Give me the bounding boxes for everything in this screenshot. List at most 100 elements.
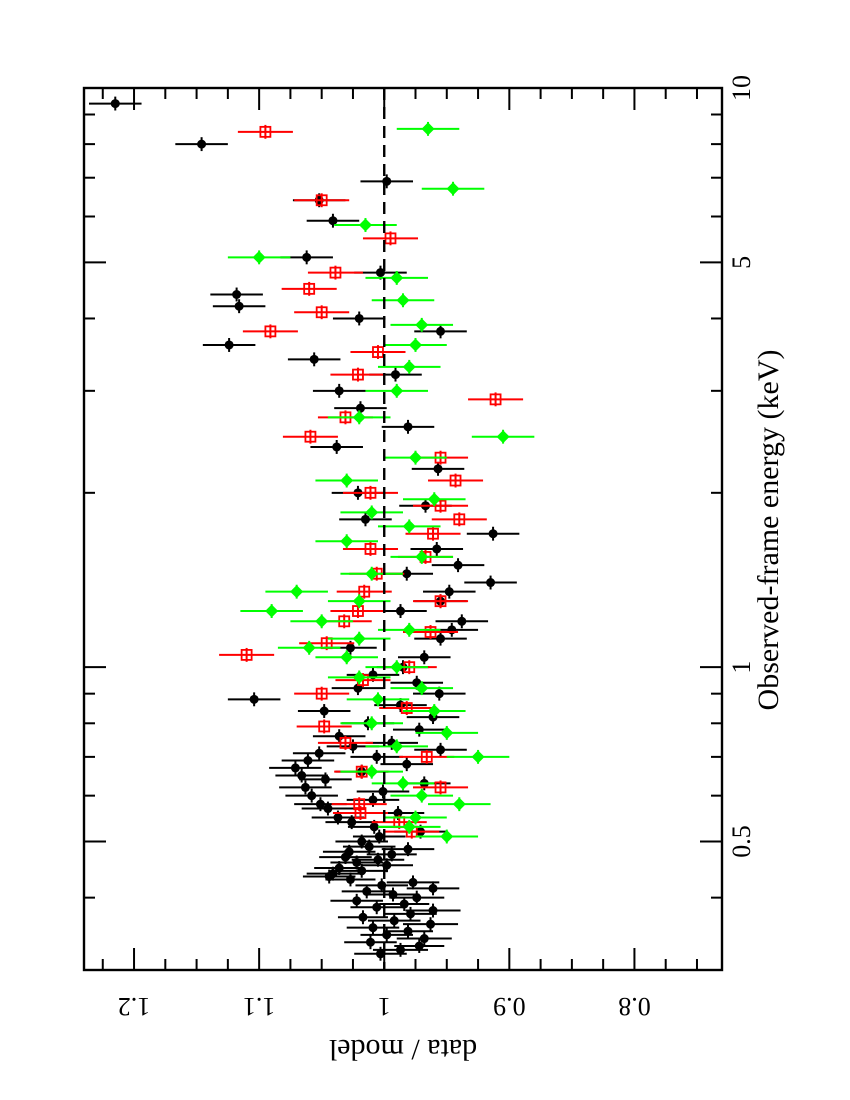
data-point <box>375 268 385 278</box>
data-point <box>409 811 423 825</box>
data-point <box>396 293 410 307</box>
data-point <box>315 614 329 628</box>
y-axis-label: data / model <box>329 1033 477 1066</box>
data-point <box>420 750 433 763</box>
data-point <box>354 313 364 323</box>
data-point <box>323 804 333 814</box>
y-tick-label: 0.9 <box>493 992 526 1021</box>
data-point <box>329 266 342 279</box>
data-point <box>259 125 272 138</box>
data-point <box>365 567 379 581</box>
data-point <box>449 474 462 487</box>
data-point <box>428 906 438 916</box>
data-point <box>368 795 378 805</box>
data-point <box>372 902 382 912</box>
data-point <box>409 451 423 465</box>
data-point <box>428 883 438 893</box>
data-point <box>406 909 416 919</box>
data-point <box>372 752 382 762</box>
data-point <box>427 704 441 718</box>
data-point <box>353 798 366 811</box>
data-point <box>315 687 328 700</box>
data-point <box>384 232 397 245</box>
data-point <box>486 578 496 588</box>
data-point <box>334 863 344 873</box>
data-point <box>318 720 331 733</box>
data-point <box>110 99 120 109</box>
data-point <box>488 529 498 539</box>
y-tick-label: 1 <box>378 992 391 1021</box>
data-point <box>265 604 279 618</box>
data-point <box>453 560 463 570</box>
data-point <box>402 569 412 579</box>
data-point <box>334 731 344 741</box>
y-tick-label: 0.8 <box>618 992 651 1021</box>
data-point <box>387 849 397 859</box>
data-point <box>402 759 412 769</box>
data-point <box>309 354 319 364</box>
data-point <box>307 791 317 801</box>
data-point <box>352 594 366 608</box>
y-tick-label: 1.2 <box>118 992 151 1021</box>
data-point <box>290 763 300 773</box>
data-point <box>339 737 352 749</box>
data-point <box>424 626 437 638</box>
data-point <box>452 797 466 811</box>
x-axis-label: Observed-frame energy (keV) <box>752 350 785 711</box>
data-point <box>403 926 413 936</box>
data-point <box>365 765 379 779</box>
data-point <box>352 632 366 646</box>
x-tick-label: 0.5 <box>727 825 756 858</box>
data-point <box>340 534 354 548</box>
data-point <box>345 643 355 653</box>
data-point <box>419 934 429 944</box>
data-point <box>436 326 446 336</box>
data-point <box>390 384 404 398</box>
data-point <box>440 830 454 844</box>
data-point <box>489 393 502 406</box>
data-point <box>340 650 354 664</box>
data-point <box>319 706 329 716</box>
y-tick-label: 1.1 <box>243 992 276 1021</box>
x-tick-label: 5 <box>727 256 756 269</box>
data-point <box>365 937 375 947</box>
data-point <box>371 692 385 706</box>
data-point <box>402 519 416 533</box>
data-point <box>368 923 378 933</box>
data-point <box>402 820 416 834</box>
data-point <box>402 623 416 637</box>
data-point <box>352 368 364 381</box>
data-point <box>364 486 377 499</box>
data-point <box>432 544 442 554</box>
data-point <box>332 442 342 452</box>
data-point <box>354 807 367 819</box>
plot-frame <box>82 86 724 972</box>
data-point <box>421 122 435 136</box>
data-point <box>315 306 328 319</box>
data-point <box>249 694 259 704</box>
data-point <box>390 660 404 674</box>
data-point <box>352 670 366 684</box>
data-point <box>440 726 454 740</box>
data-point <box>408 877 418 887</box>
data-point <box>347 817 357 827</box>
data-point <box>240 648 253 661</box>
data-point <box>302 252 312 262</box>
data-point <box>427 527 439 540</box>
data-point <box>378 786 388 796</box>
data-point <box>224 340 234 350</box>
data-point <box>340 474 354 488</box>
data-point <box>297 771 307 781</box>
data-point <box>315 799 325 809</box>
series-1 <box>219 124 524 839</box>
data-point <box>290 585 304 599</box>
data-point <box>302 641 316 655</box>
data-point <box>390 370 400 380</box>
data-point <box>395 945 405 955</box>
data-point <box>365 716 379 730</box>
series-2 <box>227 121 535 844</box>
data-point <box>358 912 368 922</box>
chart-marks <box>89 96 535 961</box>
data-point <box>369 822 379 832</box>
